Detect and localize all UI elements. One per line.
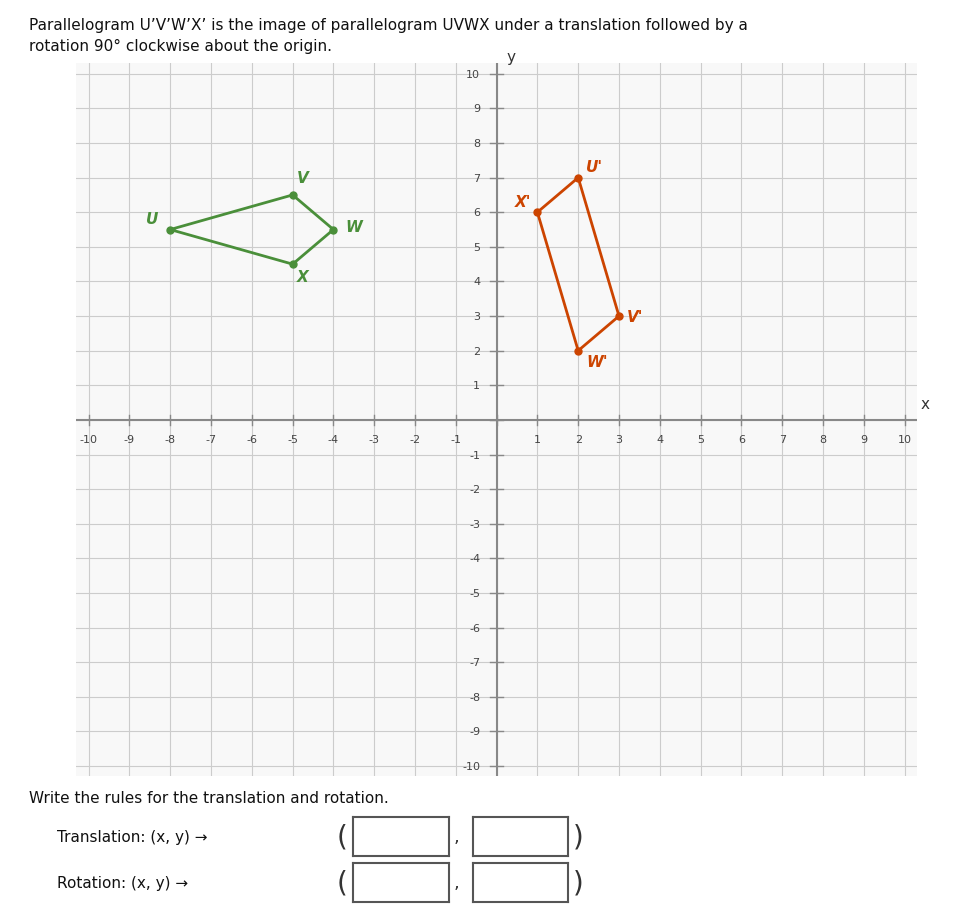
Text: 1: 1: [534, 435, 541, 444]
Text: 6: 6: [738, 435, 745, 444]
Text: -5: -5: [287, 435, 298, 444]
Text: -6: -6: [469, 623, 480, 633]
Text: X': X': [515, 195, 531, 210]
Text: -8: -8: [469, 692, 480, 702]
Text: Write the rules for the translation and rotation.: Write the rules for the translation and …: [29, 790, 389, 805]
Text: -7: -7: [469, 657, 480, 667]
Text: U': U': [586, 160, 604, 175]
Text: 8: 8: [819, 435, 826, 444]
Text: -10: -10: [79, 435, 97, 444]
Text: 7: 7: [473, 174, 480, 184]
Text: 2: 2: [473, 346, 480, 357]
Text: 10: 10: [898, 435, 912, 444]
Text: 2: 2: [575, 435, 582, 444]
Text: -1: -1: [451, 435, 461, 444]
Text: y: y: [507, 50, 516, 65]
Text: -9: -9: [124, 435, 135, 444]
Text: Translation: (x, y) →: Translation: (x, y) →: [57, 829, 208, 844]
Text: 3: 3: [615, 435, 623, 444]
Text: 7: 7: [778, 435, 786, 444]
Text: -4: -4: [469, 554, 480, 563]
Text: 4: 4: [656, 435, 664, 444]
Text: V': V': [627, 309, 644, 324]
Text: -3: -3: [369, 435, 380, 444]
Text: (: (: [336, 823, 347, 850]
Text: 9: 9: [860, 435, 867, 444]
Text: ,: ,: [454, 873, 459, 891]
Text: 9: 9: [473, 104, 480, 114]
Text: -6: -6: [246, 435, 257, 444]
Text: 4: 4: [473, 278, 480, 287]
Text: -5: -5: [469, 588, 480, 598]
Text: ,: ,: [454, 827, 459, 845]
Text: -4: -4: [328, 435, 339, 444]
Text: 1: 1: [474, 380, 480, 391]
Text: ): ): [573, 868, 584, 896]
Text: (: (: [336, 868, 347, 896]
Text: V: V: [297, 170, 308, 186]
Text: -1: -1: [469, 450, 480, 460]
Text: 6: 6: [474, 208, 480, 218]
Text: 8: 8: [473, 139, 480, 149]
Text: 5: 5: [474, 243, 480, 253]
Text: Rotation: (x, y) →: Rotation: (x, y) →: [57, 875, 188, 890]
Text: -7: -7: [205, 435, 217, 444]
Text: U: U: [145, 212, 158, 227]
Text: Parallelogram U’V’W’X’ is the image of parallelogram UVWX under a translation fo: Parallelogram U’V’W’X’ is the image of p…: [29, 18, 748, 33]
Text: -2: -2: [410, 435, 420, 444]
Text: ): ): [573, 823, 584, 850]
Text: x: x: [921, 397, 929, 412]
Text: -8: -8: [164, 435, 176, 444]
Text: X: X: [297, 270, 308, 285]
Text: -2: -2: [469, 484, 480, 494]
Text: -10: -10: [462, 761, 480, 771]
Text: -3: -3: [469, 519, 480, 529]
Text: -9: -9: [469, 727, 480, 737]
Text: 3: 3: [474, 312, 480, 322]
Text: W: W: [346, 220, 363, 234]
Text: rotation 90° clockwise about the origin.: rotation 90° clockwise about the origin.: [29, 39, 331, 53]
Text: 10: 10: [466, 70, 480, 80]
Text: 5: 5: [697, 435, 704, 444]
Text: W': W': [586, 355, 607, 369]
